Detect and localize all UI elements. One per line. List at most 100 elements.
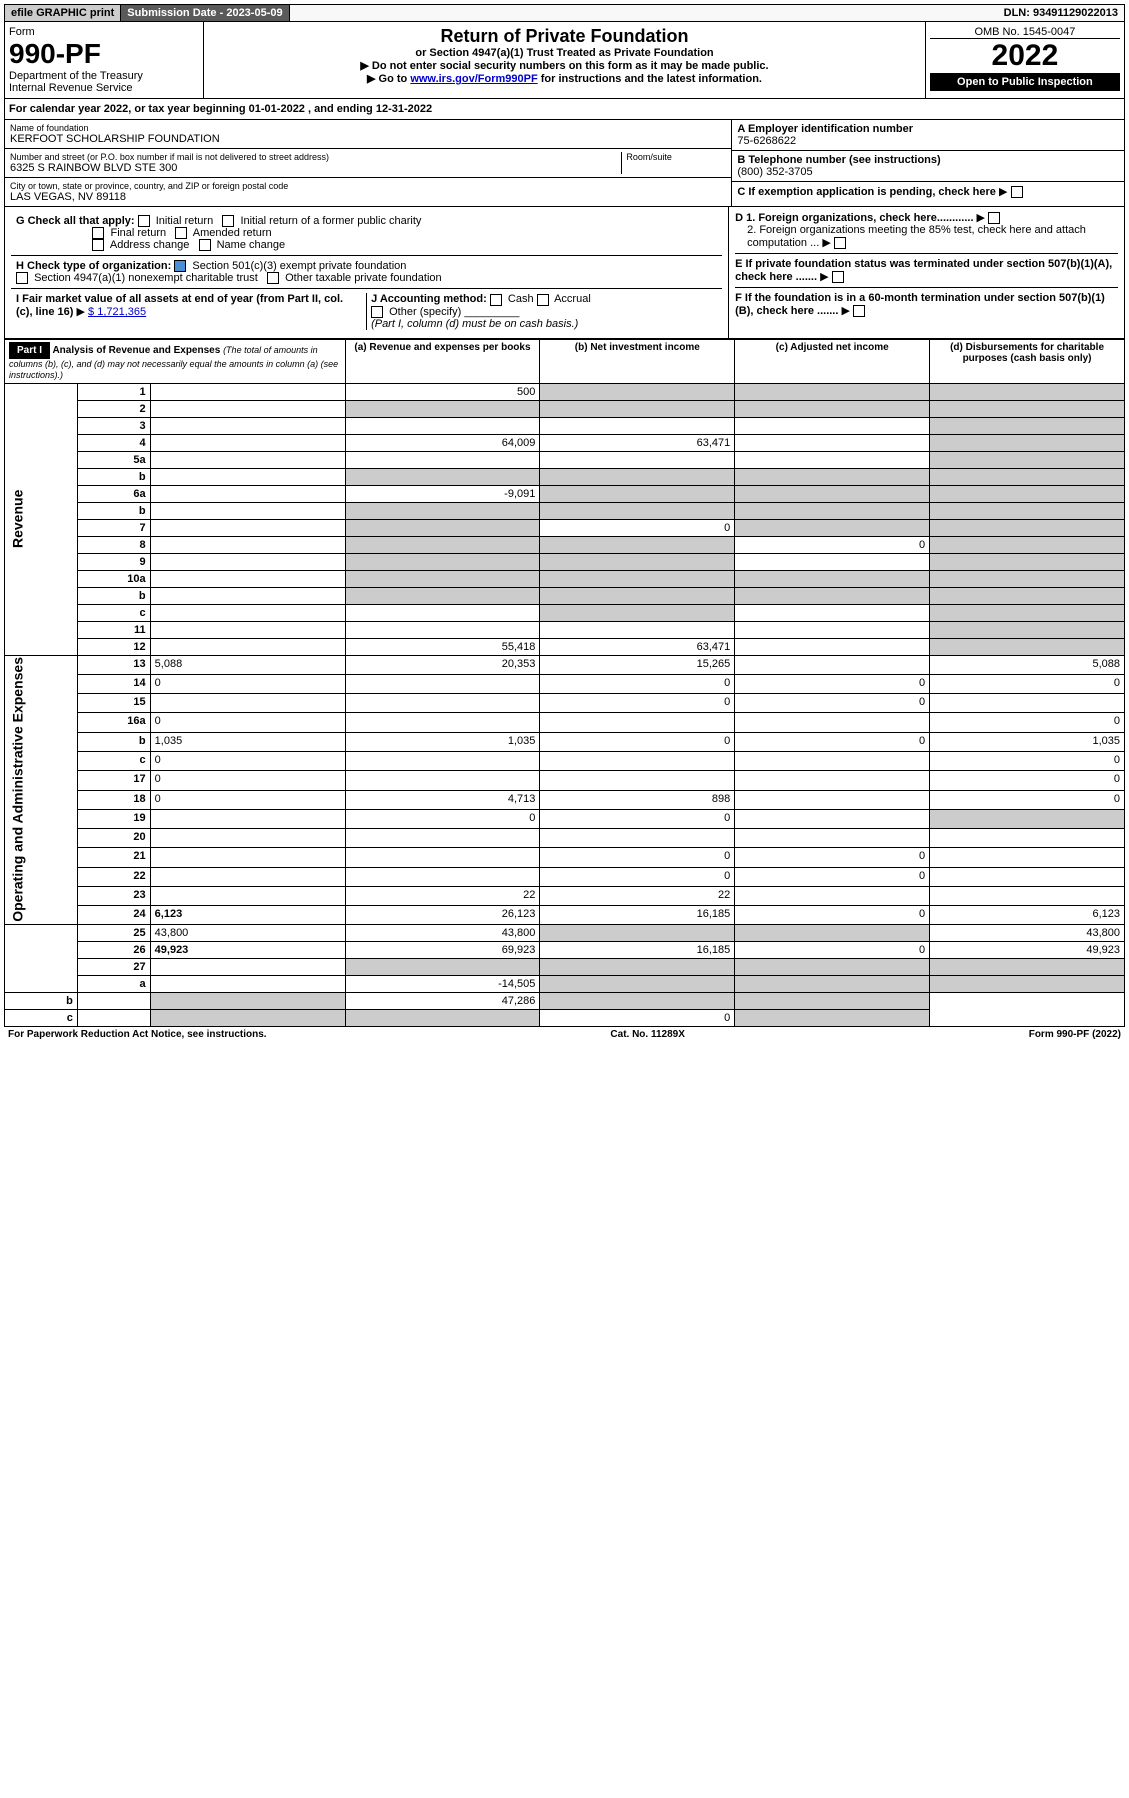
row-val-a — [345, 519, 540, 536]
addr-label: Number and street (or P.O. box number if… — [10, 152, 621, 162]
h-other-checkbox[interactable] — [267, 272, 279, 284]
g-row: G Check all that apply: Initial return I… — [11, 211, 722, 255]
g-namechg-checkbox[interactable] — [199, 239, 211, 251]
row-val-c — [735, 451, 930, 468]
city-cell: City or town, state or province, country… — [5, 178, 731, 206]
row-val-d — [930, 809, 1125, 828]
foundation-name: KERFOOT SCHOLARSHIP FOUNDATION — [10, 133, 726, 145]
row-val-a — [345, 417, 540, 434]
table-row: b47,286 — [5, 993, 1125, 1010]
h-label: H Check type of organization: — [16, 260, 171, 272]
table-row: 2200 — [5, 867, 1125, 886]
row-number: 12 — [77, 638, 150, 655]
g-addrchg-checkbox[interactable] — [92, 239, 104, 251]
row-val-b: 16,185 — [540, 942, 735, 959]
row-desc — [150, 694, 345, 713]
row-desc: 5,088 — [150, 655, 345, 674]
j-other-checkbox[interactable] — [371, 306, 383, 318]
h-4947-checkbox[interactable] — [16, 272, 28, 284]
row-val-d — [930, 519, 1125, 536]
calyear-mid: , and ending — [305, 103, 376, 115]
row-desc — [150, 604, 345, 621]
row-val-d — [930, 400, 1125, 417]
i-value[interactable]: $ 1,721,365 — [88, 306, 146, 318]
row-val-b — [540, 570, 735, 587]
row-val-c — [735, 886, 930, 905]
row-val-c — [735, 519, 930, 536]
row-val-d — [930, 502, 1125, 519]
row-val-a: 0 — [345, 809, 540, 828]
checks-left: G Check all that apply: Initial return I… — [5, 207, 729, 338]
row-val-b — [540, 485, 735, 502]
row-number: 18 — [77, 790, 150, 809]
row-val-c — [735, 976, 930, 993]
row-desc: 43,800 — [150, 925, 345, 942]
row-number: c — [77, 604, 150, 621]
dept-label: Department of the Treasury — [9, 70, 199, 82]
g-initial-checkbox[interactable] — [138, 215, 150, 227]
table-row: c00 — [5, 751, 1125, 770]
row-val-b — [540, 713, 735, 732]
g-former: Initial return of a former public charit… — [240, 215, 421, 227]
row-val-c — [735, 587, 930, 604]
f-checkbox[interactable] — [853, 305, 865, 317]
row-val-a: 64,009 — [345, 434, 540, 451]
d1-checkbox[interactable] — [988, 212, 1000, 224]
table-row: 1500 — [5, 694, 1125, 713]
c-checkbox[interactable] — [1011, 186, 1023, 198]
table-row: 1804,7138980 — [5, 790, 1125, 809]
row-val-d — [930, 867, 1125, 886]
j-accrual-checkbox[interactable] — [537, 294, 549, 306]
d2-checkbox[interactable] — [834, 237, 846, 249]
table-row: 1255,41863,471 — [5, 638, 1125, 655]
sub-date-label: Submission Date - — [127, 7, 226, 19]
row-val-a: 43,800 — [345, 925, 540, 942]
row-val-d — [930, 829, 1125, 848]
row-val-a — [345, 959, 540, 976]
irs-link[interactable]: www.irs.gov/Form990PF — [410, 73, 537, 85]
row-val-a: 500 — [345, 383, 540, 400]
row-val-c — [735, 638, 930, 655]
row-val-d — [930, 485, 1125, 502]
e-checkbox[interactable] — [832, 271, 844, 283]
row-val-a — [345, 713, 540, 732]
row-val-b — [540, 604, 735, 621]
row-val-b: 63,471 — [540, 434, 735, 451]
row-number: 2 — [77, 400, 150, 417]
g-final-checkbox[interactable] — [92, 227, 104, 239]
c-cell: C If exemption application is pending, c… — [732, 182, 1124, 201]
row-val-c — [735, 809, 930, 828]
h-501c3-checkbox[interactable] — [174, 260, 186, 272]
row-desc: 0 — [150, 790, 345, 809]
row-val-a — [345, 751, 540, 770]
row-val-d — [930, 570, 1125, 587]
row-number: 8 — [77, 536, 150, 553]
part1-table: Part I Analysis of Revenue and Expenses … — [4, 339, 1125, 1028]
table-row: 11 — [5, 621, 1125, 638]
calyear-pre: For calendar year 2022, or tax year begi… — [9, 103, 249, 115]
row-val-c: 0 — [735, 848, 930, 867]
calendar-year-row: For calendar year 2022, or tax year begi… — [4, 99, 1125, 120]
row-val-c — [735, 713, 930, 732]
e-label: E If private foundation status was termi… — [735, 258, 1112, 283]
g-amended-checkbox[interactable] — [175, 227, 187, 239]
row-val-c — [735, 400, 930, 417]
h-row: H Check type of organization: Section 50… — [11, 255, 722, 288]
row-val-a — [345, 502, 540, 519]
row-number: b — [77, 587, 150, 604]
j-accrual: Accrual — [554, 293, 591, 305]
g-former-checkbox[interactable] — [222, 215, 234, 227]
row-val-b — [540, 976, 735, 993]
efile-button[interactable]: efile GRAPHIC print — [5, 5, 121, 21]
row-val-d — [735, 1010, 930, 1027]
row-desc — [77, 993, 150, 1010]
row-val-b — [540, 925, 735, 942]
row-val-b — [540, 553, 735, 570]
j-cash-checkbox[interactable] — [490, 294, 502, 306]
row-val-a — [345, 848, 540, 867]
ein-label: A Employer identification number — [737, 123, 1119, 135]
row-desc — [150, 553, 345, 570]
row-val-a — [345, 587, 540, 604]
row-val-c: 0 — [540, 1010, 735, 1027]
row-val-b — [540, 502, 735, 519]
